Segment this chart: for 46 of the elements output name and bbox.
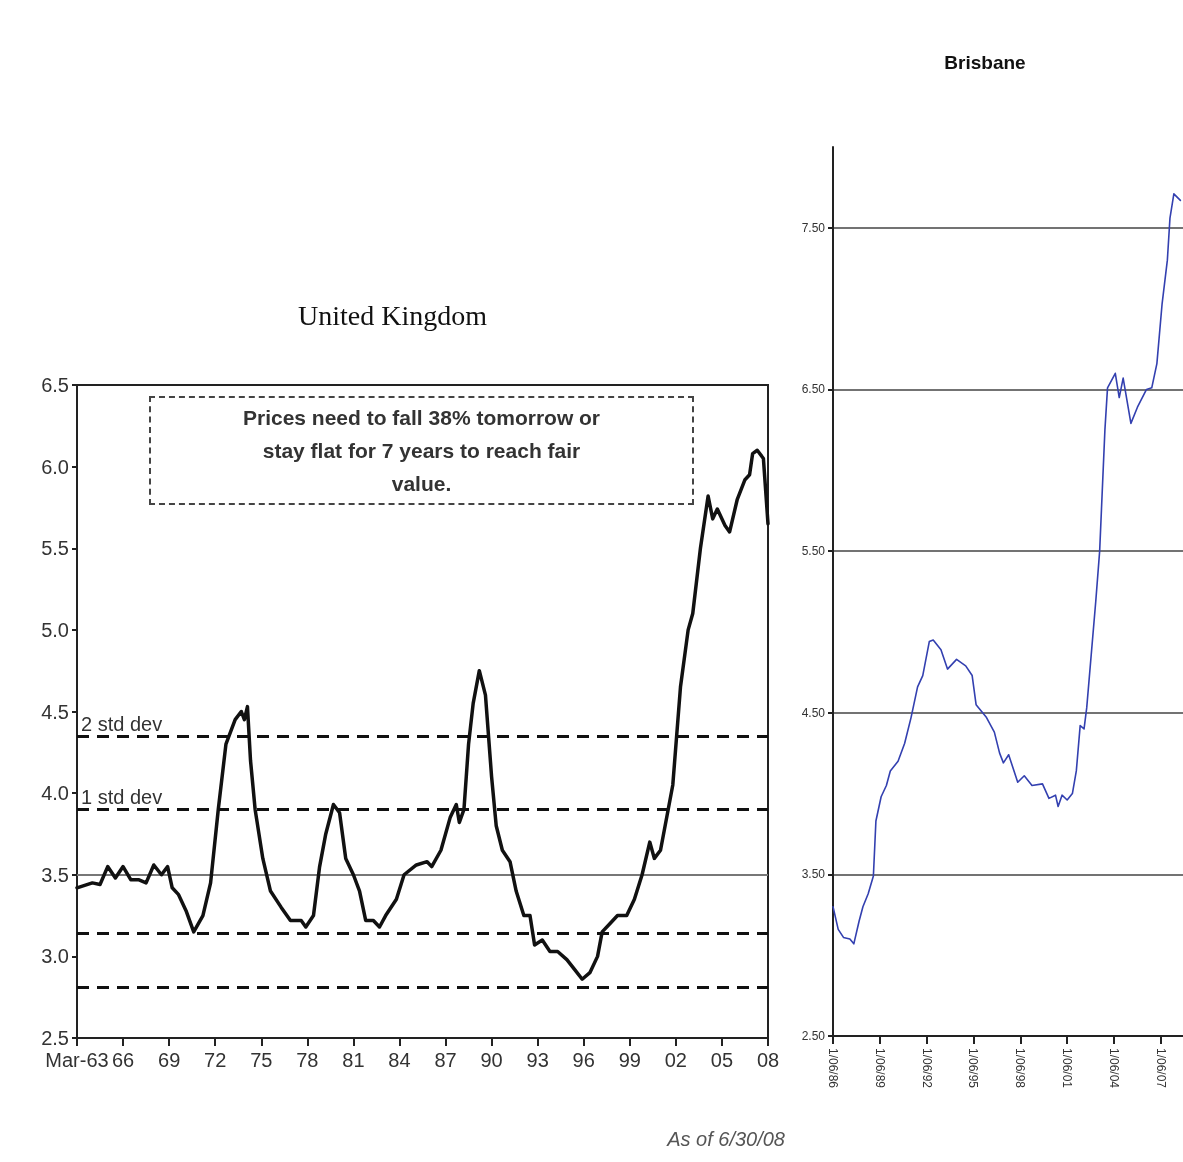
x-tick-label: 1/06/89 — [872, 1048, 887, 1089]
x-tick-label: 1/06/86 — [826, 1048, 840, 1089]
x-tick-label: 81 — [342, 1049, 365, 1071]
y-tick-label: 6.5 — [41, 374, 69, 396]
x-tick-label: 69 — [158, 1049, 181, 1071]
x-tick-label: 66 — [111, 1049, 135, 1071]
y-tick-label: 5.0 — [41, 618, 69, 641]
x-tick-label: 1/06/92 — [919, 1048, 934, 1089]
chart-title: United Kingdom — [298, 299, 488, 331]
x-tick-label: 84 — [388, 1049, 411, 1071]
y-tick-label: 6.0 — [41, 455, 69, 478]
x-tick-label: 90 — [480, 1049, 503, 1071]
y-tick-label: 4.5 — [41, 700, 69, 723]
x-tick-label: 93 — [526, 1049, 549, 1071]
x-tick-label: 1/06/95 — [966, 1048, 981, 1089]
ref-line-label: 2 std dev — [81, 712, 163, 735]
y-tick-label: 3.5 — [41, 863, 69, 886]
x-tick-label: 05 — [710, 1049, 734, 1071]
line-series — [832, 193, 1182, 945]
x-tick-label: 08 — [756, 1049, 780, 1071]
y-tick-label: 4.50 — [801, 705, 826, 720]
chart-title: Brisbane — [944, 52, 1026, 73]
y-tick-label: 4.0 — [41, 782, 69, 805]
x-tick-label: 96 — [572, 1049, 595, 1071]
x-tick-label: 02 — [664, 1049, 687, 1071]
y-tick-label: 3.50 — [801, 867, 826, 882]
ref-line-label: 1 std dev — [81, 786, 163, 809]
x-tick-label: 87 — [434, 1049, 457, 1071]
y-tick-label: 6.50 — [801, 382, 826, 397]
x-tick-label: Mar-63 — [45, 1049, 109, 1071]
x-tick-label: 99 — [618, 1049, 641, 1071]
x-tick-label: 78 — [296, 1049, 319, 1071]
y-tick-label: 3.0 — [41, 945, 69, 968]
text: As of 6/30/08 — [667, 1128, 785, 1151]
x-tick-label: 1/06/01 — [1060, 1048, 1075, 1089]
x-tick-label: 1/06/04 — [1107, 1048, 1122, 1089]
x-tick-label: 1/06/98 — [1013, 1048, 1028, 1089]
y-tick-label: 5.5 — [41, 537, 69, 560]
y-tick-label: 2.50 — [801, 1029, 826, 1043]
x-tick-label: 75 — [250, 1049, 273, 1071]
y-tick-label: 5.50 — [801, 544, 826, 559]
y-tick-label: 2.5 — [41, 1027, 69, 1049]
x-tick-label: 72 — [204, 1049, 227, 1071]
y-tick-label: 7.50 — [801, 220, 826, 235]
x-tick-label: 1/06/07 — [1153, 1048, 1168, 1089]
note-box: Prices need to fall 38% tomorrow or stay flat for 7 years to reach fair value. — [149, 396, 694, 505]
